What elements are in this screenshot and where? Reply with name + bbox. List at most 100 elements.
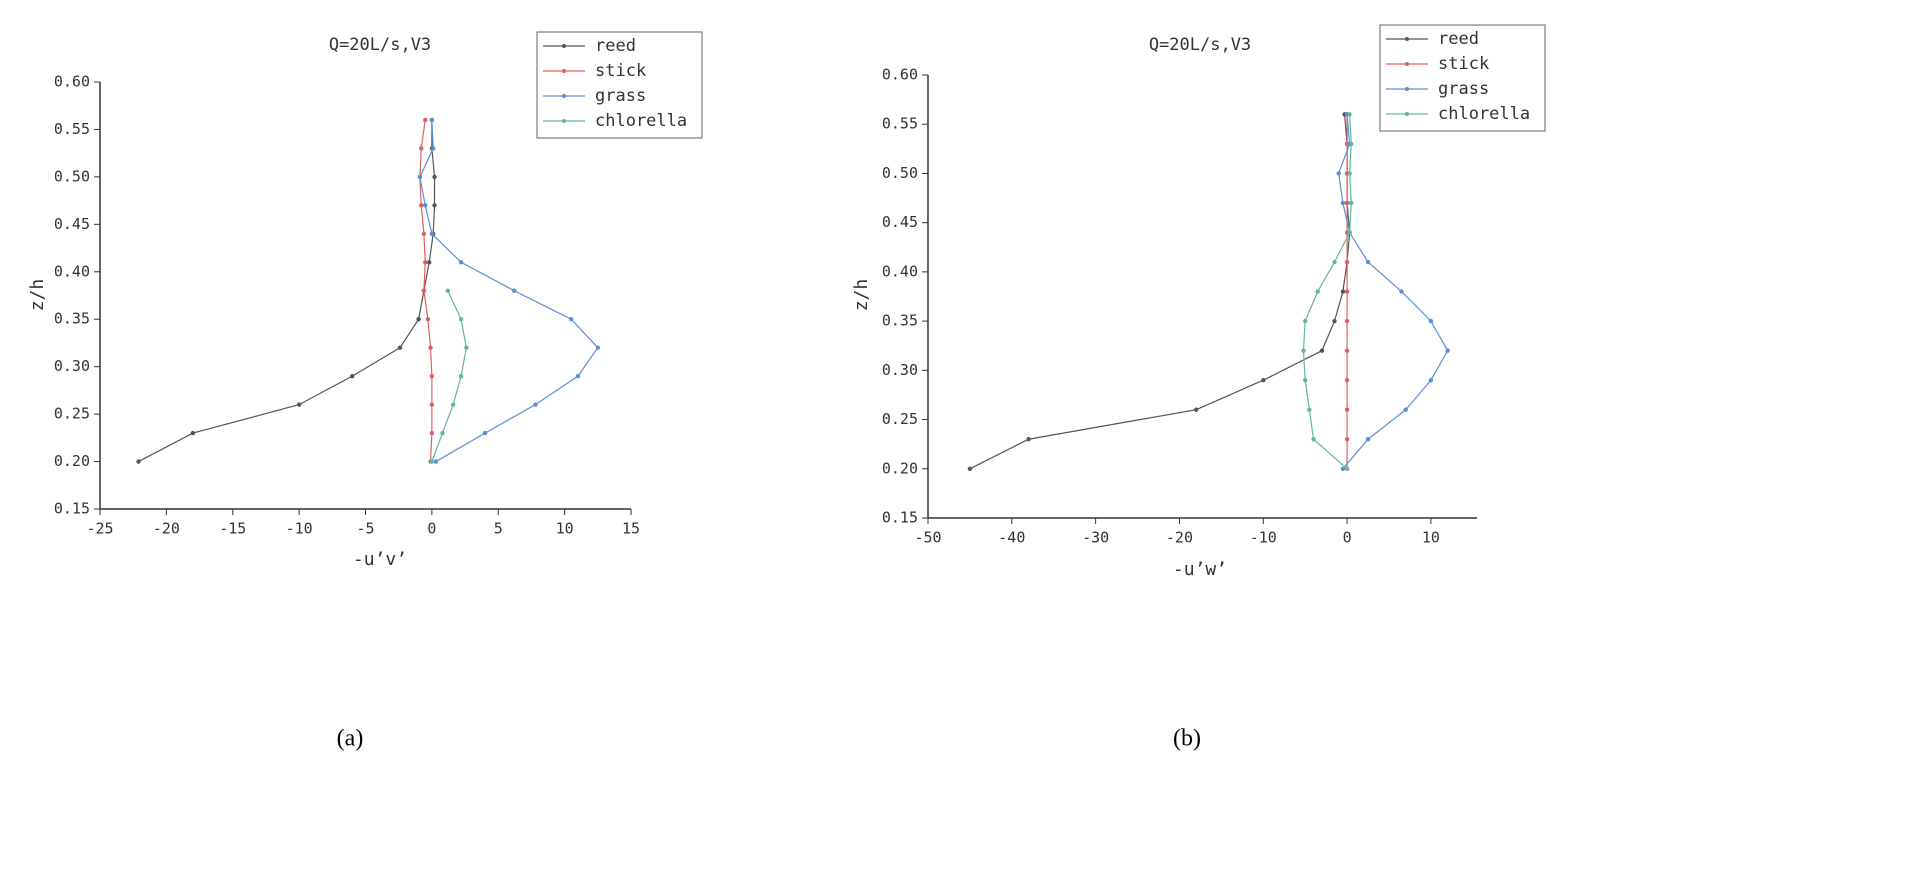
data-point [350,373,355,379]
data-point [428,345,433,350]
y-tick-label: 0.30 [882,361,918,379]
data-point [1347,230,1352,235]
y-tick-label: 0.15 [54,500,90,518]
series-line [138,119,436,463]
x-tick-label: 10 [556,520,574,538]
x-tick-label: -40 [998,529,1025,547]
data-point [511,288,517,293]
data-point [1344,200,1350,206]
data-point [440,430,445,436]
x-axis-label: -u’v’ [353,549,407,570]
y-tick-label: 0.45 [54,215,90,233]
data-point [427,260,432,265]
data-point [1026,437,1031,442]
data-point [1344,437,1350,442]
data-point [432,174,437,180]
legend-label: grass [595,86,646,106]
data-point [1445,348,1450,353]
data-point [575,373,581,379]
data-point [423,203,428,208]
y-tick-label: 0.25 [54,405,90,423]
y-tick-label: 0.50 [54,167,90,185]
legend-marker [562,69,566,73]
data-point [432,203,437,208]
x-tick-label: -25 [86,520,113,538]
data-point [1261,377,1266,383]
data-point [429,402,435,407]
data-point [445,288,451,293]
data-point [569,317,574,322]
y-tick-label: 0.25 [882,410,918,428]
y-tick-label: 0.40 [54,262,90,280]
data-point [429,117,435,123]
y-tick-label: 0.45 [882,213,918,231]
data-point [423,117,428,123]
legend-label: stick [595,61,646,81]
legend-label: stick [1438,54,1489,74]
x-tick-label: -15 [219,520,246,538]
legend-marker [562,94,566,98]
x-tick-label: -20 [1166,529,1193,547]
x-tick-label: -20 [153,520,180,538]
data-point [1428,318,1434,324]
data-point [1319,348,1325,353]
data-point [425,317,431,322]
y-tick-label: 0.40 [882,262,918,280]
data-point [1332,259,1337,265]
data-point [1344,289,1350,294]
x-tick-label: -10 [286,520,313,538]
data-point [429,459,435,464]
y-tick-label: 0.20 [54,452,90,470]
y-tick-label: 0.60 [882,66,918,84]
data-point [419,146,424,151]
data-point [1332,318,1337,324]
chart-title: Q=20L/s,V3 [1149,35,1251,55]
data-point [431,146,436,151]
data-point [1344,318,1350,324]
data-point [482,430,488,436]
y-tick-label: 0.35 [882,312,918,330]
legend-marker [1405,112,1409,116]
data-point [1365,259,1371,265]
data-point [429,430,435,436]
data-point [458,317,464,322]
data-point [1399,289,1404,294]
legend-marker [562,119,566,123]
legend-marker [1405,87,1409,91]
data-point [429,231,435,237]
y-tick-label: 0.30 [54,357,90,375]
data-point [1307,407,1312,412]
data-point [421,231,427,237]
x-tick-label: 5 [494,520,503,538]
data-point [1340,466,1346,471]
x-tick-label: 15 [622,520,640,538]
series-line [969,114,1351,470]
data-point [533,402,538,407]
data-point [1344,377,1350,383]
data-point [1336,171,1341,176]
y-tick-label: 0.15 [882,509,918,527]
data-point [1344,466,1350,471]
data-point [1302,377,1308,383]
caption: (a) [337,726,364,752]
y-tick-label: 0.60 [54,73,90,91]
data-point [419,203,424,208]
data-point [1349,141,1354,147]
data-point [1302,318,1308,324]
data-point [1311,437,1316,442]
legend-label: chlorella [1438,104,1530,124]
x-tick-label: -10 [1250,529,1277,547]
x-tick-label: -5 [356,520,374,538]
x-tick-label: 10 [1422,529,1440,547]
legend-label: grass [1438,79,1489,99]
legend-label: chlorella [595,111,687,131]
data-point [429,373,435,379]
data-point [416,317,421,322]
data-point [397,345,403,350]
legend-marker [1405,37,1409,41]
data-point [1340,289,1346,294]
y-tick-label: 0.55 [882,115,918,133]
data-point [417,174,423,180]
legend-label: reed [595,36,636,56]
data-point [296,402,302,407]
